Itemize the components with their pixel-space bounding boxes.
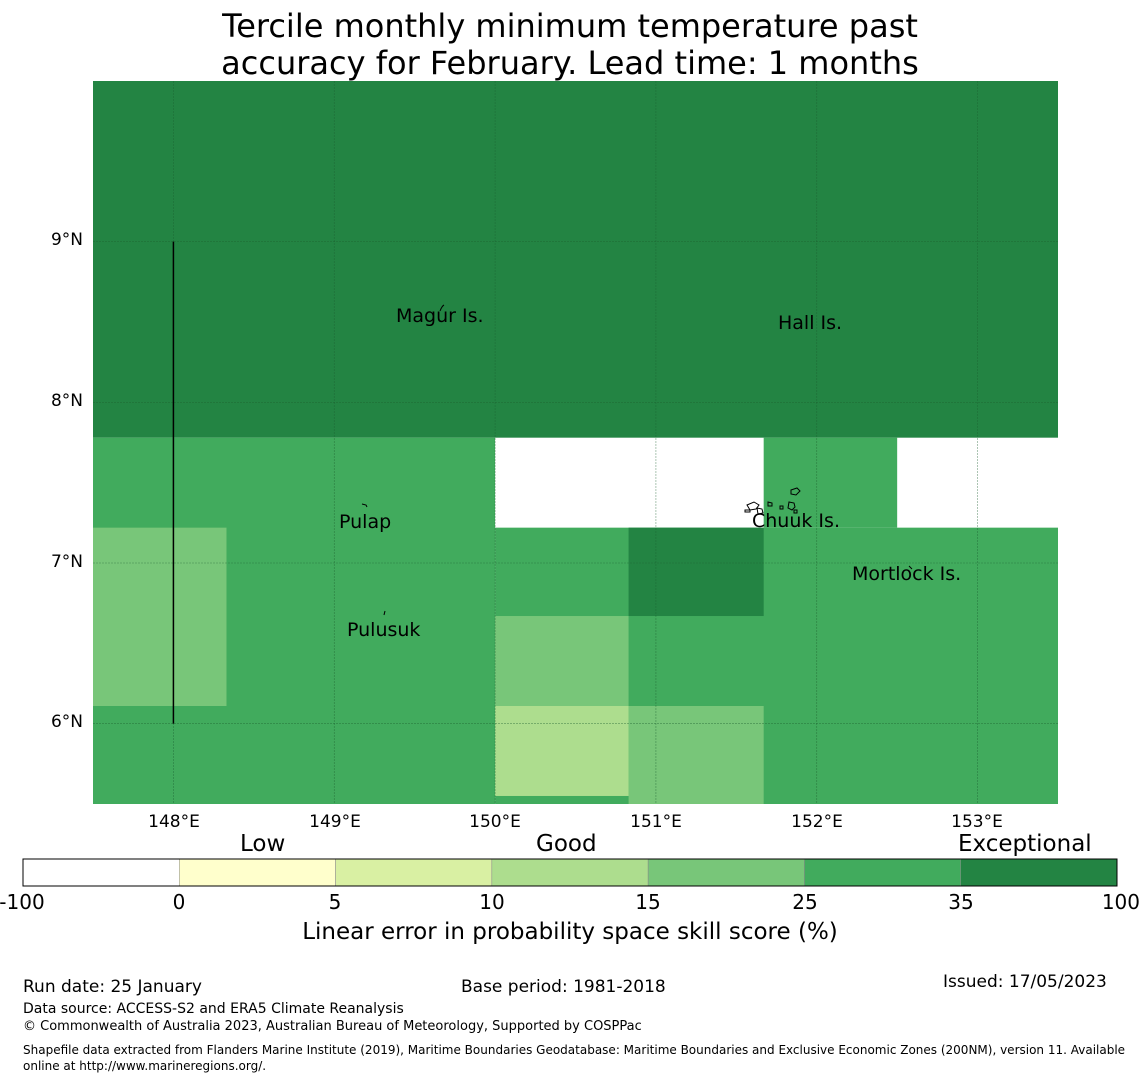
run-date: Run date: 25 January: [23, 977, 202, 997]
skill-cell: [495, 616, 629, 706]
colorbar-category-good: Good: [536, 831, 597, 857]
chart-title-line1: Tercile monthly minimum temperature past: [222, 7, 918, 45]
chart-title-line2: accuracy for February. Lead time: 1 mont…: [221, 44, 919, 82]
colorbar-category-low: Low: [240, 831, 286, 857]
colorbar-tick-label: 0: [172, 890, 186, 914]
place-label-pulap: Pulap: [339, 511, 392, 533]
place-label-chuuk: Chuuk Is.: [752, 510, 840, 532]
skill-cells: [93, 81, 1058, 804]
mortlock-island-shape: [908, 565, 913, 570]
lon-label-151e: 151°E: [630, 812, 682, 832]
skill-cell: [495, 705, 629, 796]
shapefile-credit-line2: online at http://www.marineregions.org/.: [23, 1059, 267, 1073]
lat-label-6n: 6°N: [50, 712, 83, 732]
magur-island-shape: [439, 304, 445, 312]
colorbar-frame: [22, 858, 1118, 887]
colorbar-category-exceptional: Exceptional: [958, 831, 1092, 857]
colorbar-segment: [804, 858, 961, 887]
lon-label-149e: 149°E: [309, 812, 361, 832]
chuuk-lagoon-shape: [744, 487, 801, 515]
lon-label-152e: 152°E: [791, 812, 843, 832]
lat-label-7n: 7°N: [50, 552, 83, 572]
base-period: Base period: 1981-2018: [461, 977, 666, 997]
colorbar-segment: [491, 858, 649, 887]
lat-label-9n: 9°N: [50, 230, 83, 250]
data-source: Data source: ACCESS-S2 and ERA5 Climate …: [23, 1001, 404, 1017]
colorbar-tick-label: -100: [0, 890, 45, 914]
skill-cell: [93, 527, 227, 706]
colorbar: [22, 858, 1118, 887]
colorbar-tick-label: 100: [1101, 890, 1140, 914]
pulusuk-island-shape: [383, 610, 386, 616]
island-outlines: [361, 304, 913, 616]
colorbar-tick-label: 15: [635, 890, 661, 914]
colorbar-tick-label: 5: [328, 890, 342, 914]
colorbar-segment: [179, 858, 336, 887]
lat-label-8n: 8°N: [50, 391, 83, 411]
colorbar-segment: [960, 858, 1118, 887]
lon-label-148e: 148°E: [148, 812, 200, 832]
place-label-magur: Magur Is.: [396, 305, 484, 327]
colorbar-tick-label: 35: [948, 890, 974, 914]
skill-cell: [628, 705, 764, 804]
skill-cell: [628, 527, 764, 617]
copyright: © Commonwealth of Australia 2023, Austra…: [23, 1019, 642, 1034]
lon-label-150e: 150°E: [469, 812, 521, 832]
place-label-mortlock: Mortlock Is.: [852, 563, 962, 585]
issued-date: Issued: 17/05/2023: [943, 972, 1107, 992]
colorbar-segment: [22, 858, 180, 887]
skill-cell: [763, 437, 898, 528]
colorbar-tick-label: 10: [479, 890, 505, 914]
lon-label-153e: 153°E: [951, 812, 1003, 832]
place-label-pulusuk: Pulusuk: [347, 619, 421, 641]
colorbar-segment: [647, 858, 805, 887]
skill-cell: [93, 81, 1058, 438]
place-label-hall: Hall Is.: [778, 312, 843, 334]
shapefile-credit-line1: Shapefile data extracted from Flanders M…: [23, 1043, 1126, 1057]
colorbar-xlabel: Linear error in probability space skill …: [302, 919, 838, 945]
pulap-island-shape: [361, 503, 368, 508]
colorbar-tick-label: 25: [792, 890, 818, 914]
colorbar-segment: [335, 858, 493, 887]
